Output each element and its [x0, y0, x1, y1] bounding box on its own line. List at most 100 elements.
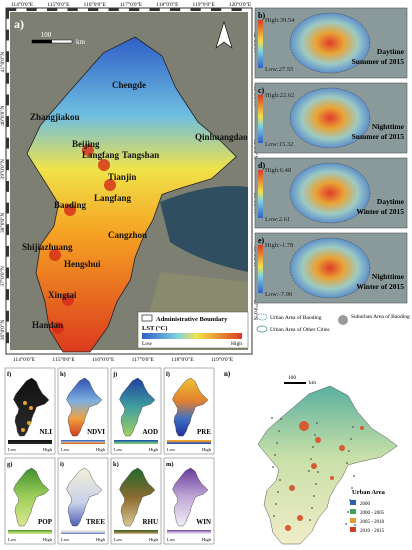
frame-tick [108, 8, 119, 11]
urban-area [347, 511, 349, 513]
inset-label: e) [258, 236, 265, 245]
urban-area [299, 421, 309, 431]
factor-colorbar [61, 440, 105, 444]
urban-area [348, 450, 350, 452]
light-spot [23, 401, 27, 405]
inset-high: High:-1.78 [265, 242, 293, 249]
urban-area [354, 524, 356, 526]
factor-high: High [43, 537, 53, 542]
legend-box [137, 311, 249, 349]
legend-label: 2005 - 2010 [360, 520, 385, 525]
factor-colorbar [8, 440, 52, 444]
factor-label: k) [113, 461, 119, 468]
legend-swatch [256, 325, 268, 333]
frame-tick [6, 181, 9, 192]
urban-area [345, 523, 347, 525]
factor-name: AOD [142, 428, 158, 436]
factor-label: h) [60, 371, 66, 378]
urban-hotspot [82, 144, 94, 156]
frame-tick [129, 8, 140, 11]
light-spot [21, 428, 25, 432]
urban-area [272, 466, 274, 468]
legend-label: 2000 [360, 502, 371, 507]
legend-swatch [350, 527, 356, 532]
longitude-label: 114°0'0"E [13, 356, 36, 363]
inset-label: c) [258, 86, 265, 95]
urban-area [315, 483, 317, 485]
factor-map [119, 377, 156, 437]
light-spot [27, 421, 31, 425]
urban-area [280, 418, 282, 420]
urban-area [275, 503, 277, 505]
city-label: Zhangjiakou [30, 112, 80, 122]
factor-name: NLI [40, 428, 53, 436]
legend-swatch [350, 518, 356, 523]
city-label: Xingtai [48, 290, 77, 300]
city-label: Tangshan [122, 150, 159, 160]
frame-tick [6, 224, 9, 236]
factor-colorbar [167, 440, 211, 444]
frame-tick [231, 8, 242, 11]
urban-area [315, 437, 321, 443]
factor-low: Low [114, 447, 123, 452]
factor-name: PRE [197, 428, 211, 436]
urban-area [317, 471, 319, 473]
latitude-label: 37°0'0"N [252, 300, 259, 320]
legend-label: 2000 - 2005 [360, 511, 385, 516]
longitude-label: 117°0'0"E [120, 1, 143, 8]
urban-hotspot [64, 204, 76, 216]
factor-high: High [96, 537, 106, 542]
factor-colorbar [61, 530, 105, 534]
factor-colorbar [167, 530, 211, 534]
lst-region [26, 36, 237, 353]
frame-tick [6, 29, 9, 41]
frame-tick [67, 8, 78, 11]
legend-boundary-swatch [141, 314, 153, 322]
factor-name: RHU [142, 518, 158, 526]
urban-hotspot [62, 294, 74, 306]
factor-colorbar [114, 530, 158, 534]
longitude-label: 116°0'0"E [92, 356, 115, 363]
inset-season: Winter of 2015 [356, 282, 404, 291]
factor-name: POP [38, 518, 53, 526]
inset-time: Daytime [377, 197, 405, 206]
inset-low: Low:27.55 [265, 66, 293, 73]
longitude-label: 116°0'0"E [83, 1, 106, 8]
urban-area [297, 515, 303, 521]
urban-area [271, 417, 273, 419]
inset-lst [290, 88, 370, 148]
inset-colorbar [258, 95, 263, 143]
factor-map [119, 467, 156, 527]
colorbar [142, 333, 242, 339]
inset-boundary [289, 87, 371, 149]
inset-label: d) [258, 161, 265, 170]
longitude-label: 114°0'0"E [11, 1, 34, 8]
urban-area [330, 476, 334, 480]
longitude-label: 120°0'0"E [229, 1, 252, 8]
frame-tick [6, 8, 9, 19]
urban-area [351, 487, 353, 489]
factor-low: Low [61, 537, 70, 542]
scale-value: 100 [41, 31, 52, 39]
urban-area [273, 515, 275, 517]
factor-label: m) [166, 461, 174, 468]
latitude-label: 36°0'0"N [0, 320, 6, 340]
frame-tick [190, 8, 201, 11]
frame-tick [6, 8, 17, 11]
inset-time: Daytime [377, 47, 405, 56]
frame-tick [6, 137, 9, 149]
panel-label: n) [224, 370, 231, 378]
inset-boundary [289, 237, 371, 299]
longitude-label: 117°0'0"E [132, 356, 155, 363]
city-label: Cangzhou [108, 230, 147, 240]
scale-value: 100 [288, 375, 297, 381]
factor-map [66, 467, 103, 527]
inset-label: b) [258, 11, 265, 20]
inset-high: High:6.48 [265, 167, 291, 174]
factor-label: l) [166, 371, 170, 378]
urban-area [276, 442, 278, 444]
frame-tick [6, 267, 9, 279]
longitude-label: 115°0'0"E [47, 1, 70, 8]
factor-name: WIN [196, 518, 211, 526]
frame-tick [88, 8, 99, 11]
